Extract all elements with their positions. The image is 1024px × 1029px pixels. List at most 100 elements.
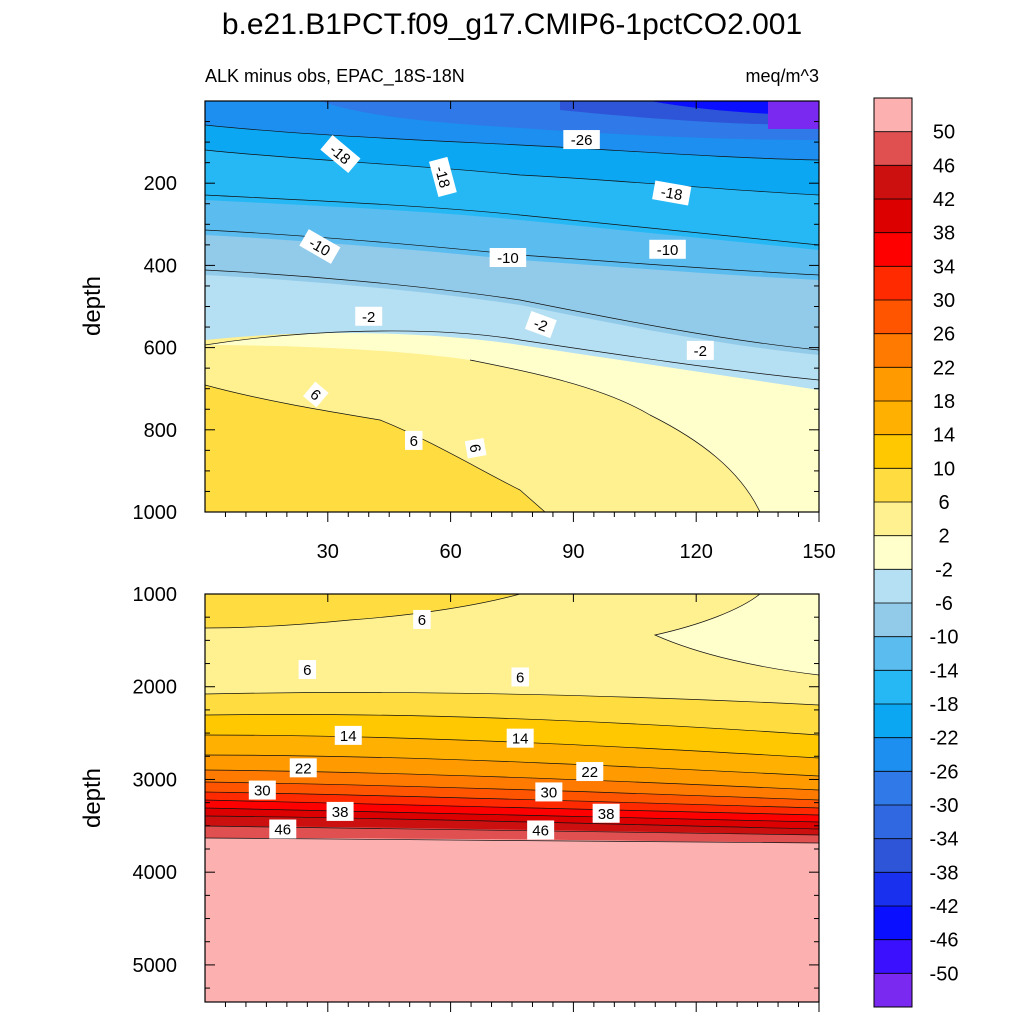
contour-label: -2 <box>686 340 714 360</box>
contour-label: 46 <box>527 820 555 840</box>
contour-label-text: 22 <box>295 760 312 777</box>
colorbar-swatch <box>874 131 912 166</box>
upper-band-m2to2 <box>205 330 819 512</box>
colorbar-label: -10 <box>930 627 959 649</box>
colorbar-label: 46 <box>933 155 955 177</box>
contour-label: -10 <box>489 248 527 268</box>
colorbar-swatch <box>874 199 912 234</box>
contour-label-text: 22 <box>581 764 598 781</box>
upper-y-axis-title: depth <box>79 276 106 336</box>
contour-label: 46 <box>269 819 297 839</box>
contour-label-text: 6 <box>516 669 524 686</box>
contour-label: 6 <box>511 667 529 687</box>
lower-panel-fill <box>205 594 819 1002</box>
contour-label-box <box>303 381 329 408</box>
contour-label-text: 6 <box>410 433 418 450</box>
lower-x-axis <box>224 594 820 1012</box>
contour-label: 6 <box>413 609 431 629</box>
lower-contour-labels: 6 6 6 14 14 22 22 30 30 38 38 46 46 <box>248 609 620 840</box>
contour-label-text: 14 <box>512 731 529 748</box>
y-tick-label: 2000 <box>133 677 178 699</box>
contour-label: -18 <box>428 156 457 197</box>
contour-label-text: -18 <box>659 184 683 205</box>
colorbar-label: 26 <box>933 324 955 346</box>
colorbar-swatch <box>874 603 912 638</box>
contour-label: -10 <box>649 239 686 259</box>
colorbar-swatch <box>874 232 912 267</box>
contour-label: 22 <box>289 758 317 778</box>
colorbar-label: -18 <box>930 694 959 716</box>
colorbar-label: -46 <box>930 930 959 952</box>
contour-label-text: 46 <box>532 822 549 839</box>
upper-band-min <box>768 101 819 129</box>
contour-label-text: -2 <box>362 309 375 326</box>
colorbar-swatch <box>874 939 912 974</box>
contour-label-text: -18 <box>431 164 453 189</box>
colorbar-swatch <box>874 569 912 604</box>
colorbar-label: 30 <box>933 290 955 312</box>
contour-label-box <box>334 725 362 745</box>
contour-label: -2 <box>524 310 557 339</box>
contour-label-box <box>299 229 341 264</box>
contour-label-box <box>428 156 457 197</box>
contour-label-text: 46 <box>274 822 291 839</box>
colorbar-swatch <box>874 266 912 301</box>
lower-y-axis-title: depth <box>79 768 106 828</box>
colorbar-label: 18 <box>933 391 955 413</box>
contour-label: 22 <box>576 762 604 782</box>
contour-label-text: -10 <box>497 250 519 267</box>
colorbar-swatch <box>874 771 912 806</box>
contour-label-text: 6 <box>466 443 484 454</box>
colorbar-swatch <box>874 98 912 133</box>
colorbar-frame <box>873 97 913 1008</box>
contour-label: 38 <box>592 803 620 823</box>
colorbar-label: -34 <box>930 829 959 851</box>
colorbar-swatch <box>874 165 912 200</box>
contour-label: -18 <box>652 180 692 206</box>
contour-label: 30 <box>248 780 276 800</box>
colorbar-swatch <box>874 468 912 503</box>
contour-label-box <box>511 667 529 687</box>
colorbar-swatch <box>874 636 912 671</box>
contour-label-text: 30 <box>540 784 557 801</box>
contour-label-text: -26 <box>571 132 593 149</box>
contour-label-box <box>464 437 487 459</box>
colorbar-label: 34 <box>933 256 955 278</box>
colorbar-swatch <box>874 333 912 368</box>
upper-band-m6tom2 <box>205 270 819 390</box>
contour-label-box <box>298 660 317 680</box>
contour-label: 14 <box>506 728 534 748</box>
colorbar-swatch <box>874 737 912 772</box>
colorbar-swatch <box>874 300 912 335</box>
contour-label-box <box>320 135 361 174</box>
contour-label-box <box>248 780 276 800</box>
colorbar-label: -2 <box>935 559 953 581</box>
contour-label: 6 <box>405 430 423 450</box>
contour-label-box <box>326 801 354 821</box>
colorbar-swatch <box>874 906 912 941</box>
y-tick-label: 4000 <box>133 862 178 884</box>
contour-label-box <box>506 728 534 748</box>
colorbar-label: -14 <box>930 660 959 682</box>
upper-panel: -18-18-26-18-10 -10 -10-2 -2-266 6 200400600… <box>79 100 836 563</box>
x-tick-label: 120 <box>680 541 713 563</box>
colorbar-label: 22 <box>933 357 955 379</box>
contour-label-box <box>576 762 604 782</box>
contour-label-text: 6 <box>418 612 426 629</box>
colorbar-label: 14 <box>933 425 955 447</box>
contour-label-box <box>649 239 686 259</box>
lower-y-axis: 1000 2000 3000 4000 5000 <box>133 584 819 989</box>
contour-label: 30 <box>535 782 563 802</box>
colorbar-swatch <box>874 838 912 873</box>
y-tick-label: 3000 <box>133 769 178 791</box>
colorbar-swatch <box>874 704 912 739</box>
contour-label-text: -2 <box>694 343 707 360</box>
chart-subtitle-left: ALK minus obs, EPAC_18S-18N <box>205 66 465 87</box>
colorbar-label: -50 <box>930 963 959 985</box>
y-tick-label: 1000 <box>133 502 178 524</box>
x-tick-label: 30 <box>317 541 339 563</box>
contour-label-box <box>686 340 714 360</box>
contour-label-box <box>527 820 555 840</box>
contour-label-text: 38 <box>332 804 349 821</box>
colorbar-label: -22 <box>930 728 959 750</box>
